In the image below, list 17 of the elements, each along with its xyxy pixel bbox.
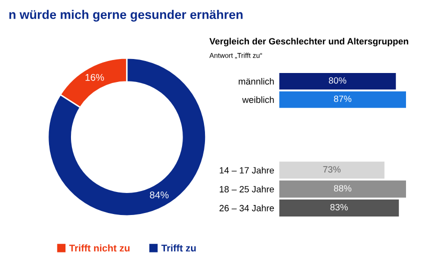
data-label: 84% <box>150 192 169 198</box>
y-tick-label: 18 – 25 Jahre <box>220 186 274 192</box>
data-label: 83% <box>330 204 348 210</box>
data-label: 73% <box>323 166 341 173</box>
chart-title: Vergleich der Geschlechter und Altersgruppen <box>209 38 408 46</box>
chart-title: n würde mich gerne gesunder ernähren <box>9 10 243 22</box>
y-tick-label: 14 – 17 Jahre <box>220 166 274 174</box>
y-tick-label: männlich <box>238 78 274 85</box>
y-tick-label: 26 – 34 Jahre <box>220 204 274 212</box>
data-label: 80% <box>328 77 346 84</box>
data-label: 16% <box>86 74 104 81</box>
data-label: 88% <box>334 185 352 192</box>
data-label: 87% <box>334 96 352 102</box>
legend-label: Trifft zu <box>161 244 196 252</box>
legend-label: Trifft nicht zu <box>69 244 130 252</box>
y-tick-label: weiblich <box>242 96 274 103</box>
donut-slice <box>47 57 207 217</box>
